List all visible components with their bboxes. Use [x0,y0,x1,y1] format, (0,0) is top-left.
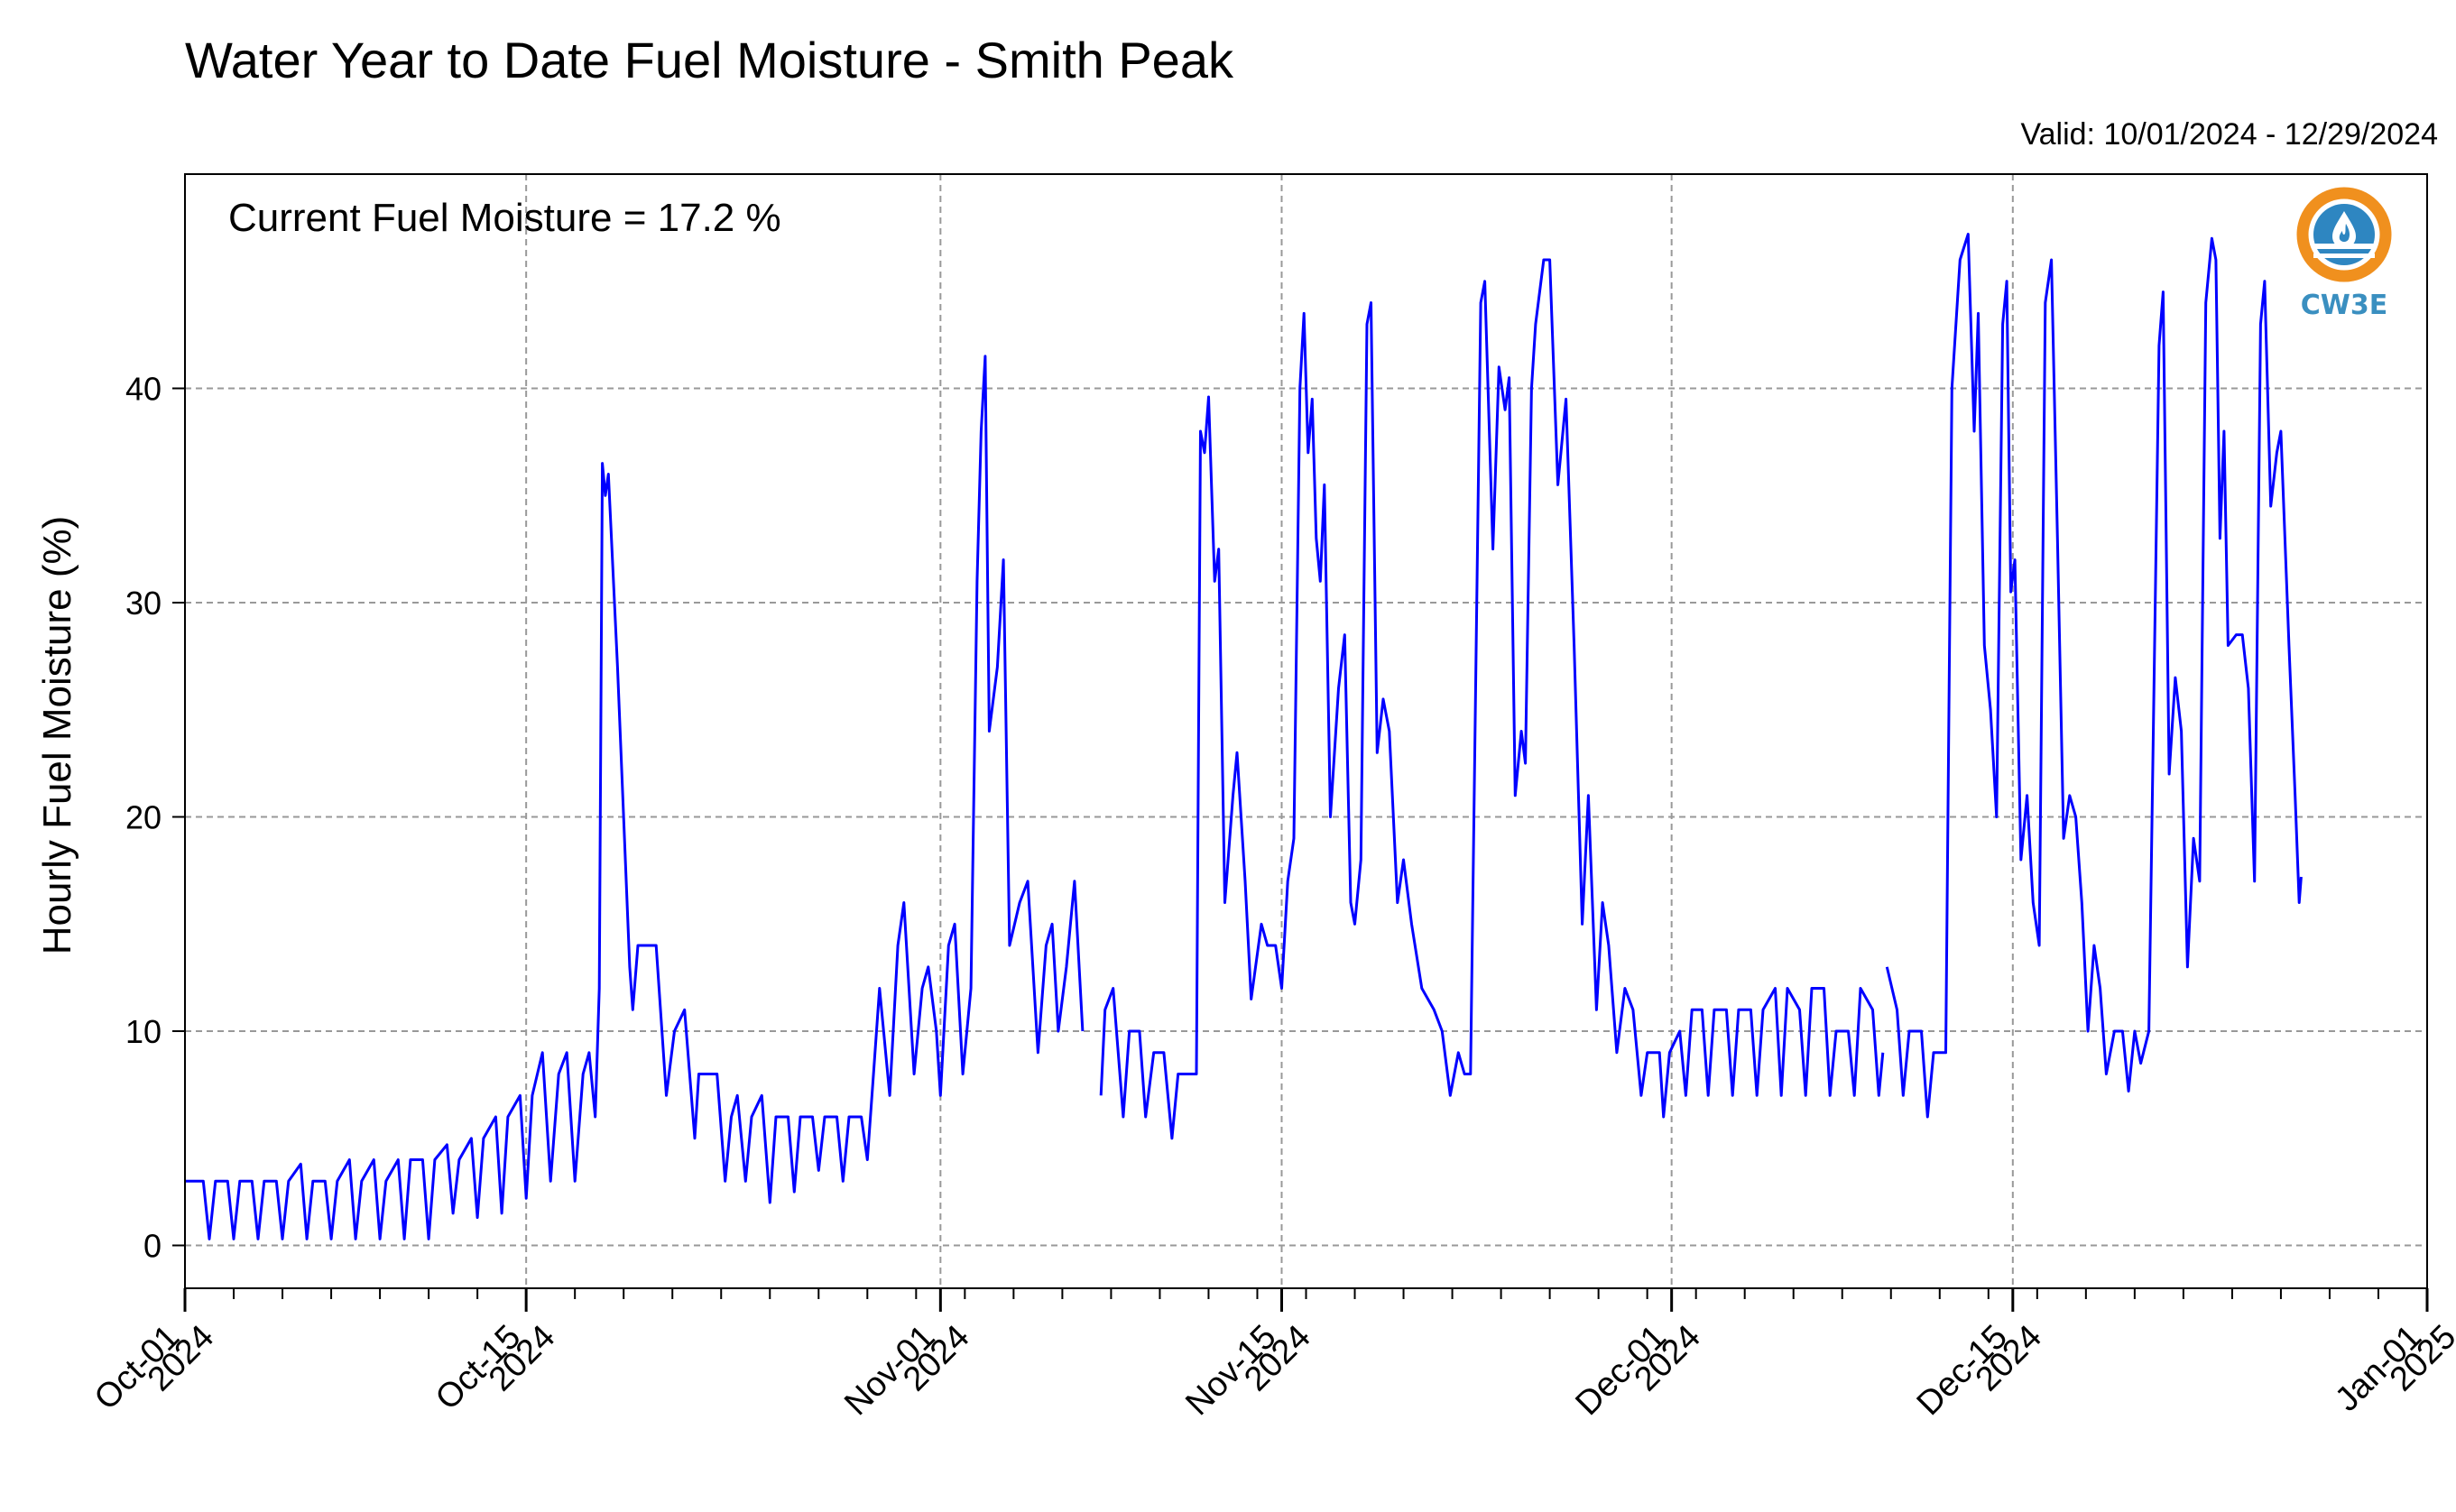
y-tick-label: 10 [125,1013,162,1050]
logo-wave-icon [2313,254,2375,258]
logo-ring-icon [2296,187,2392,282]
series-line [185,233,2303,1240]
y-axis-ticks: 0 10 20 30 40 [125,371,185,1265]
current-fuel-moisture-annotation: Current Fuel Moisture = 17.2 % [228,196,781,240]
y-tick-label: 20 [125,799,162,836]
logo-label: CW3E [2301,290,2387,321]
logo-drop-icon [2332,211,2356,248]
chart-title: Water Year to Date Fuel Moisture - Smith… [185,32,1234,88]
y-tick-label: 30 [125,585,162,622]
y-tick-label: 0 [143,1228,162,1265]
y-tick-label: 40 [125,371,162,408]
moisture-series [185,233,2303,1240]
cw3e-logo: CW3E [2296,187,2392,321]
y-axis-label: Hourly Fuel Moisture (%) [35,516,79,955]
logo-flame-icon [2339,224,2350,242]
valid-date-range: Valid: 10/01/2024 - 12/29/2024 [2020,117,2438,152]
